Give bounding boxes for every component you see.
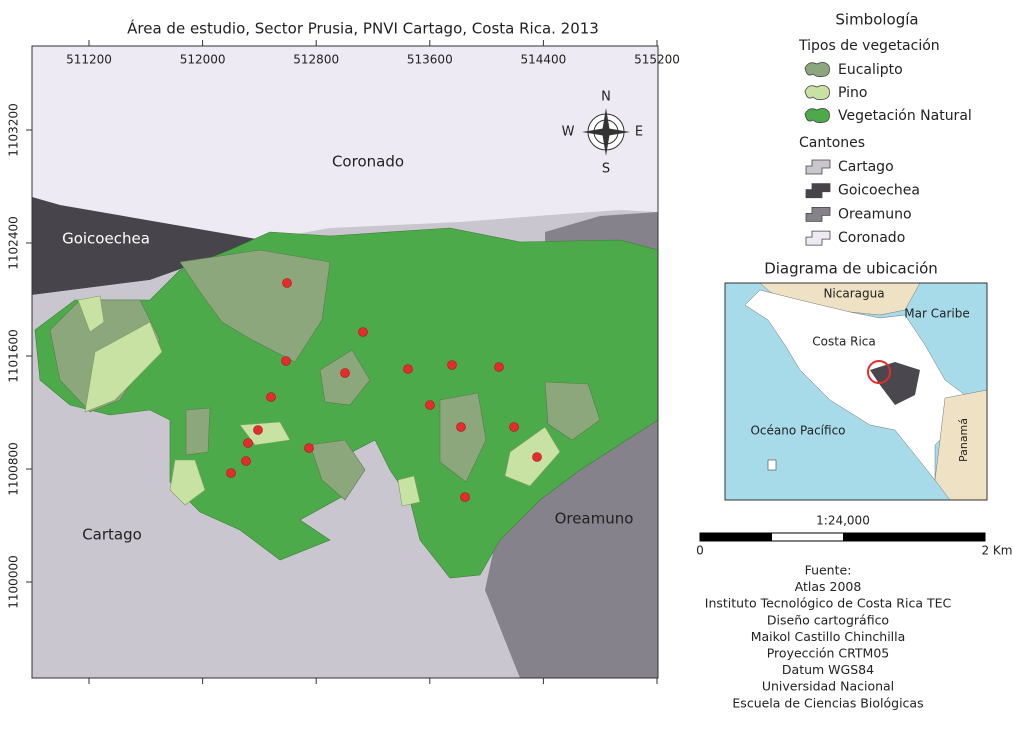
legend-label: Vegetación Natural [838, 108, 972, 124]
compass-n: N [601, 90, 611, 105]
compass: N S W E [562, 90, 644, 177]
location-title: Diagrama de ubicación [764, 260, 938, 278]
source: Fuente:Atlas 2008 Instituto Tecnológico d… [705, 563, 952, 711]
legend-swatch [804, 85, 830, 101]
source-line: Proyección CRTM05 [767, 646, 890, 661]
x-tick-label: 511200 [66, 53, 112, 67]
x-tick-label: 513600 [407, 53, 453, 67]
map-title: Área de estudio, Sector Prusia, PNVI Car… [127, 19, 599, 38]
legend-title: Simbología [835, 11, 918, 29]
legend-label: Eucalipto [838, 62, 903, 78]
source-line: Instituto Tecnológico de Costa Rica TEC [705, 596, 952, 611]
place-label: Oreamuno [555, 510, 634, 528]
compass-w: W [562, 125, 575, 140]
y-tick-label: 1103200 [7, 103, 21, 156]
legend-label: Goicoechea [838, 183, 920, 199]
y-tick-label: 1100800 [7, 442, 21, 495]
map-frame [31, 45, 659, 679]
legend-subtitle: Cantones [799, 135, 865, 151]
place-label: Goicoechea [62, 230, 150, 248]
source-line: Universidad Nacional [762, 679, 894, 694]
location-label: Nicaragua [823, 287, 884, 301]
legend-swatch [804, 108, 830, 124]
legend-label: Pino [838, 85, 867, 101]
legend-subtitle: Tipos de vegetación [798, 38, 940, 54]
legend-swatch [805, 230, 831, 246]
legend: Eucalipto Pino Vegetación Natural Cartago Go… [804, 62, 972, 246]
legend-swatch [805, 159, 831, 175]
y-tick-label: 1101600 [7, 329, 21, 382]
source-line: Atlas 2008 [795, 579, 862, 594]
location-map: Nicaragua Mar Caribe Costa Rica Océano P… [724, 282, 988, 501]
compass-s: S [602, 162, 610, 177]
source-line: Datum WGS84 [782, 662, 874, 677]
legend-swatch [805, 206, 831, 222]
source-line: Escuela de Ciencias Biológicas [732, 695, 923, 710]
location-label: Océano Pacífico [750, 424, 845, 438]
x-tick-label: 512000 [180, 53, 226, 67]
location-label: Panamá [957, 418, 970, 462]
scale-start: 0 [696, 544, 704, 558]
y-tick-label: 1100000 [7, 555, 21, 608]
legend-label: Coronado [838, 230, 905, 246]
y-tick-label: 1102400 [7, 216, 21, 269]
x-tick-label: 514400 [520, 53, 566, 67]
source-line: Fuente: [805, 563, 852, 578]
legend-label: Cartago [838, 159, 894, 175]
compass-e: E [635, 125, 643, 140]
scale-bar: 1:24,000 0 2 Km [696, 514, 1012, 558]
scale-ratio: 1:24,000 [816, 514, 870, 528]
legend-swatch [804, 62, 830, 78]
place-label: Cartago [82, 526, 142, 544]
legend-label: Oreamuno [838, 206, 912, 222]
location-label: Costa Rica [812, 335, 875, 349]
source-line: Maikol Castillo Chinchilla [751, 629, 906, 644]
x-tick-label: 512800 [293, 53, 339, 67]
place-label: Coronado [332, 153, 404, 171]
axis-ticks: 511200 512000 512800 513600 514400 515200 1103… [7, 40, 680, 684]
scale-end: 2 Km [981, 544, 1012, 558]
location-label: Mar Caribe [904, 307, 969, 321]
x-tick-label: 515200 [634, 53, 680, 67]
source-line: Diseño cartográfico [767, 612, 889, 627]
legend-swatch [805, 183, 831, 199]
